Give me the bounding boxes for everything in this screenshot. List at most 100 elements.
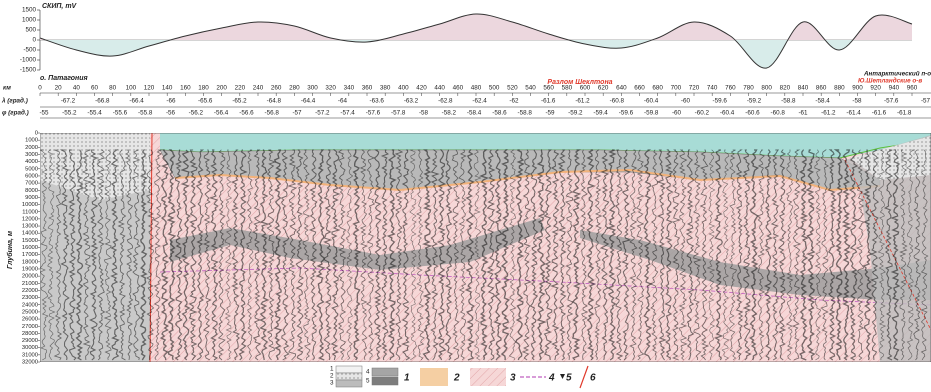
- phi-label: -59.8: [644, 110, 659, 117]
- depth-tick-label: 12000: [22, 216, 38, 222]
- depth-tick-label: 1000: [25, 138, 38, 144]
- legend: 1 2 3 4 5 1 2 3 4 5 6: [330, 366, 596, 388]
- phi-label: -58.6: [492, 110, 507, 117]
- km-tick-label: 660: [634, 85, 645, 92]
- phi-label: -56: [166, 110, 176, 117]
- phi-label: -55.6: [113, 110, 128, 117]
- km-tick-label: 220: [235, 85, 246, 92]
- depth-tick-label: 13000: [22, 224, 38, 230]
- km-tick-label: 380: [380, 85, 391, 92]
- phi-label: -57.6: [366, 110, 381, 117]
- positive-fill: [40, 14, 912, 68]
- phi-label: -55.8: [138, 110, 153, 117]
- km-tick-label: 180: [198, 85, 209, 92]
- depth-axis-title: Глубина, м: [6, 230, 14, 269]
- phi-label: -60.2: [695, 110, 710, 117]
- km-tick-label: 140: [162, 85, 173, 92]
- phi-label: -56.6: [239, 110, 254, 117]
- legend-swatch: [336, 366, 362, 373]
- anomaly-chart: СКИП, mV-1500-1000-500050010001500: [20, 3, 912, 74]
- km-tick-label: 480: [471, 85, 482, 92]
- legend-label: 5: [566, 373, 572, 384]
- phi-label: -61.6: [872, 110, 887, 117]
- y-tick-label: 1500: [22, 7, 37, 14]
- depth-tick-label: 8000: [25, 188, 38, 194]
- phi-label: -58: [419, 110, 429, 117]
- km-tick-label: 100: [126, 85, 137, 92]
- legend-swatch: [336, 380, 362, 387]
- depth-tick-label: 22000: [22, 288, 38, 294]
- lambda-label: -63.2: [404, 98, 419, 105]
- depth-tick-label: 29000: [22, 338, 38, 344]
- phi-label: -60.4: [720, 110, 735, 117]
- km-tick-label: 420: [416, 85, 427, 92]
- km-tick-label: 440: [434, 85, 445, 92]
- km-tick-label: 40: [73, 85, 81, 92]
- km-tick-label: 740: [707, 85, 718, 92]
- lambda-label: -66.4: [129, 98, 144, 105]
- lambda-label: -60: [681, 98, 691, 105]
- legend-sub-label: 5: [366, 378, 370, 385]
- km-tick-label: 500: [489, 85, 500, 92]
- y-tick-label: 1000: [22, 17, 37, 24]
- km-tick-label: 720: [689, 85, 700, 92]
- km-tick-label: 640: [616, 85, 627, 92]
- km-tick-label: 960: [907, 85, 918, 92]
- phi-label: -60.6: [745, 110, 760, 117]
- km-tick-label: 880: [834, 85, 845, 92]
- depth-tick-label: 20000: [22, 274, 38, 280]
- depth-tick-label: 26000: [22, 317, 38, 323]
- section: [40, 133, 931, 362]
- lambda-label: -62: [509, 98, 519, 105]
- legend-swatch: [470, 368, 506, 386]
- depth-tick-label: 23000: [22, 295, 38, 301]
- lambda-label: -61.6: [541, 98, 556, 105]
- km-tick-label: 360: [362, 85, 373, 92]
- lambda-label: λ (град.): [1, 97, 28, 105]
- phi-label: -55.2: [62, 110, 77, 117]
- depth-tick-label: 14000: [22, 231, 38, 237]
- phi-label: -58.2: [442, 110, 457, 117]
- legend-swatch: [372, 377, 398, 385]
- legend-swatch: [372, 368, 398, 376]
- phi-label: -60: [672, 110, 682, 117]
- label-patagonia: о. Патагония: [40, 75, 88, 82]
- y-tick-label: -500: [23, 47, 36, 54]
- km-tick-label: 540: [525, 85, 536, 92]
- legend-sub-label: 4: [366, 369, 370, 376]
- km-tick-label: 860: [816, 85, 827, 92]
- km-tick-label: 560: [543, 85, 554, 92]
- km-tick-label: 240: [253, 85, 264, 92]
- phi-label: -59.2: [568, 110, 583, 117]
- lambda-label: -57: [921, 98, 931, 105]
- legend-marker: [560, 374, 565, 379]
- lambda-label: -61.2: [575, 98, 590, 105]
- lambda-label: -65.2: [232, 98, 247, 105]
- y-tick-label: -1500: [20, 67, 37, 74]
- depth-tick-label: 18000: [22, 259, 38, 265]
- km-tick-label: 700: [671, 85, 682, 92]
- km-tick-label: 680: [652, 85, 663, 92]
- lambda-label: -59.6: [713, 98, 728, 105]
- y-axis-title: СКИП, mV: [42, 3, 78, 10]
- phi-label: φ (град.): [2, 109, 29, 117]
- km-tick-label: 820: [780, 85, 791, 92]
- depth-tick-label: 32000: [22, 360, 38, 366]
- depth-tick-label: 6000: [25, 173, 38, 179]
- km-tick-label: 580: [562, 85, 573, 92]
- label-islands: Ю.Шетландские о-в: [858, 77, 922, 85]
- phi-label: -59.4: [593, 110, 608, 117]
- depth-tick-label: 5000: [25, 166, 38, 172]
- legend-sub-label: 2: [330, 373, 334, 380]
- legend-line: [580, 366, 588, 388]
- phi-label: -60.8: [771, 110, 786, 117]
- km-tick-label: 600: [580, 85, 591, 92]
- km-tick-label: 780: [743, 85, 754, 92]
- depth-tick-label: 4000: [25, 159, 38, 165]
- phi-label: -57.4: [340, 110, 355, 117]
- depth-tick-label: 25000: [22, 309, 38, 315]
- km-tick-label: 0: [38, 85, 42, 92]
- lambda-label: -64.4: [301, 98, 316, 105]
- km-tick-label: 620: [598, 85, 609, 92]
- depth-tick-label: 10000: [22, 202, 38, 208]
